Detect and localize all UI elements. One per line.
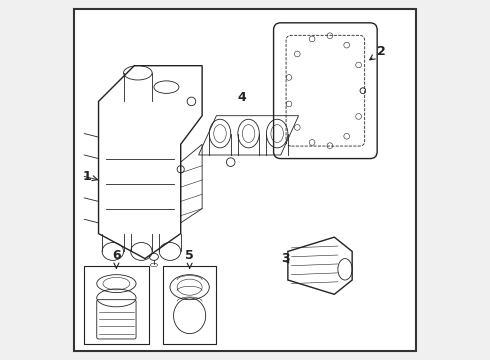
Text: 1: 1 [82,170,98,183]
Text: 5: 5 [185,249,194,268]
Text: 3: 3 [281,252,290,265]
Bar [163,266,217,344]
Bar [84,266,148,344]
Text: 2: 2 [370,45,386,60]
Text: 4: 4 [237,91,246,104]
Text: 6: 6 [112,249,121,268]
